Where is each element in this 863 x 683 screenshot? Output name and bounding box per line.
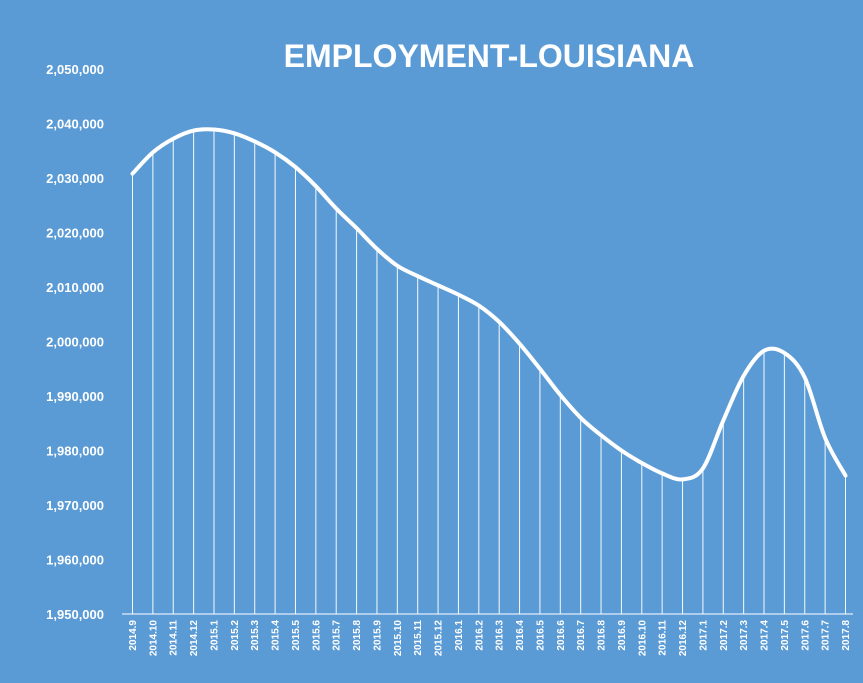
x-tick-label: 2015.11 bbox=[413, 620, 424, 656]
x-tick-label: 2016.3 bbox=[495, 620, 506, 651]
y-tick-label: 1,970,000 bbox=[46, 498, 104, 513]
x-tick-label: 2015.12 bbox=[434, 620, 445, 657]
x-tick-label: 2015.9 bbox=[372, 620, 383, 651]
drop-lines bbox=[132, 129, 846, 614]
x-tick-label: 2015.6 bbox=[311, 620, 322, 651]
x-tick-label: 2016.8 bbox=[597, 620, 608, 651]
x-tick-label: 2016.11 bbox=[658, 620, 669, 656]
x-tick-label: 2016.6 bbox=[556, 620, 567, 651]
y-tick-label: 2,030,000 bbox=[46, 171, 104, 186]
x-tick-label: 2016.10 bbox=[637, 620, 648, 657]
y-tick-label: 1,990,000 bbox=[46, 389, 104, 404]
x-tick-label: 2017.1 bbox=[698, 620, 709, 651]
y-tick-label: 2,010,000 bbox=[46, 280, 104, 295]
x-tick-label: 2014.12 bbox=[189, 620, 200, 657]
x-tick-label: 2015.3 bbox=[250, 620, 261, 651]
y-tick-label: 2,040,000 bbox=[46, 117, 104, 132]
x-tick-label: 2017.2 bbox=[719, 620, 730, 651]
x-tick-label: 2016.4 bbox=[515, 620, 526, 651]
x-tick-label: 2016.1 bbox=[454, 620, 465, 651]
x-tick-label: 2017.8 bbox=[841, 620, 852, 651]
x-tick-label: 2015.2 bbox=[230, 620, 241, 651]
x-tick-label: 2017.7 bbox=[821, 620, 832, 651]
x-tick-label: 2015.8 bbox=[352, 620, 363, 651]
x-tick-label: 2016.2 bbox=[474, 620, 485, 651]
x-tick-label: 2017.6 bbox=[800, 620, 811, 651]
x-axis-tick-labels: 2014.9 2014.10 2014.11 2014.12 2015.1 2015.2 2… bbox=[128, 620, 852, 657]
x-tick-label: 2015.5 bbox=[291, 620, 302, 651]
x-tick-label: 2015.1 bbox=[209, 620, 220, 651]
x-tick-label: 2014.11 bbox=[169, 620, 180, 656]
x-tick-label: 2015.4 bbox=[271, 620, 282, 651]
y-axis-tick-labels: 1,950,000 1,960,000 1,970,000 1,980,000 1,99… bbox=[46, 62, 104, 622]
series-line bbox=[130, 127, 848, 482]
y-tick-label: 1,960,000 bbox=[46, 553, 104, 568]
x-tick-label: 2016.7 bbox=[576, 620, 587, 651]
y-tick-label: 2,000,000 bbox=[46, 335, 104, 350]
x-tick-label: 2014.9 bbox=[128, 620, 139, 651]
x-tick-label: 2017.5 bbox=[780, 620, 791, 651]
y-tick-label: 2,050,000 bbox=[46, 62, 104, 77]
x-tick-label: 2015.10 bbox=[393, 620, 404, 657]
x-tick-label: 2016.12 bbox=[678, 620, 689, 657]
x-tick-label: 2016.9 bbox=[617, 620, 628, 651]
y-tick-label: 2,020,000 bbox=[46, 226, 104, 241]
y-tick-label: 1,950,000 bbox=[46, 607, 104, 622]
x-tick-label: 2015.7 bbox=[332, 620, 343, 651]
y-tick-label: 1,980,000 bbox=[46, 444, 104, 459]
series-line-group bbox=[130, 127, 848, 482]
x-tick-label: 2014.10 bbox=[148, 620, 159, 657]
chart-title: EMPLOYMENT-LOUISIANA bbox=[284, 38, 695, 74]
x-tick-label: 2016.5 bbox=[535, 620, 546, 651]
x-tick-label: 2017.3 bbox=[739, 620, 750, 651]
x-tick-label: 2017.4 bbox=[760, 620, 771, 651]
